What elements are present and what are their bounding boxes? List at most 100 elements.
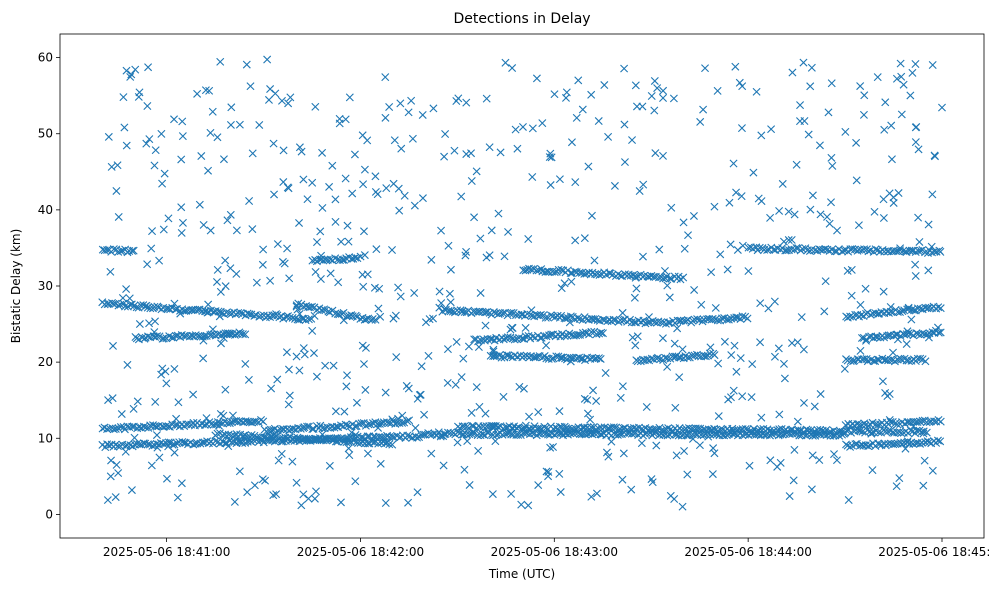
clutter-point	[521, 323, 530, 332]
y-tick-label: 50	[38, 127, 53, 141]
track-point	[341, 420, 350, 429]
clutter-point	[658, 334, 667, 343]
clutter-point	[397, 144, 406, 153]
clutter-point	[443, 345, 452, 354]
clutter-point	[669, 94, 678, 103]
clutter-point	[318, 203, 327, 212]
clutter-point	[580, 234, 589, 243]
clutter-point	[720, 337, 729, 346]
clutter-point	[445, 289, 454, 298]
clutter-point	[178, 132, 187, 141]
track-point	[912, 426, 921, 435]
track-point	[276, 425, 285, 434]
clutter-point	[394, 283, 403, 292]
clutter-point	[334, 278, 343, 287]
clutter-point	[424, 351, 433, 360]
track-point	[366, 420, 375, 429]
track-point	[649, 429, 658, 438]
clutter-point	[766, 456, 775, 465]
clutter-point	[534, 481, 543, 490]
clutter-point	[879, 195, 888, 204]
clutter-point	[678, 502, 687, 511]
clutter-point	[359, 360, 368, 369]
track-point	[308, 425, 317, 434]
clutter-point	[348, 189, 357, 198]
track-point	[405, 416, 414, 425]
clutter-point	[242, 60, 251, 69]
clutter-point	[259, 245, 268, 254]
clutter-point	[589, 386, 598, 395]
clutter-point	[130, 433, 139, 442]
clutter-point	[243, 488, 252, 497]
clutter-point	[160, 169, 169, 178]
clutter-point	[350, 150, 359, 159]
clutter-point	[538, 119, 547, 128]
scatter-markers	[98, 55, 946, 511]
track-point	[866, 310, 875, 319]
clutter-point	[464, 342, 473, 351]
clutter-point	[446, 265, 455, 274]
clutter-point	[111, 493, 120, 502]
clutter-point	[792, 160, 801, 169]
clutter-point	[911, 260, 920, 269]
clutter-point	[344, 444, 353, 453]
clutter-point	[264, 95, 273, 104]
clutter-point	[487, 226, 496, 235]
clutter-point	[906, 91, 915, 100]
clutter-point	[678, 345, 687, 354]
clutter-point	[245, 197, 254, 206]
track-point	[303, 422, 312, 431]
clutter-point	[807, 63, 816, 72]
clutter-point	[892, 482, 901, 491]
clutter-point	[453, 438, 462, 447]
track-point	[288, 434, 297, 443]
clutter-point	[723, 265, 732, 274]
clutter-point	[374, 304, 383, 313]
clutter-point	[135, 88, 144, 97]
clutter-point	[500, 252, 509, 261]
clutter-point	[658, 151, 667, 160]
clutter-point	[660, 266, 669, 275]
clutter-point	[359, 180, 368, 189]
clutter-point	[106, 472, 115, 481]
track-point	[580, 429, 589, 438]
clutter-point	[827, 198, 835, 207]
clutter-point	[737, 124, 746, 133]
track-point	[615, 430, 624, 439]
clutter-point	[151, 397, 160, 406]
clutter-point	[104, 132, 113, 141]
clutter-point	[390, 136, 399, 145]
clutter-point	[123, 360, 132, 369]
clutter-point	[216, 287, 225, 296]
clutter-point	[311, 487, 320, 496]
clutter-point	[376, 459, 385, 468]
clutter-point	[361, 385, 370, 394]
clutter-point	[824, 108, 833, 117]
clutter-point	[460, 465, 469, 474]
clutter-point	[789, 476, 798, 485]
clutter-point	[938, 103, 946, 112]
clutter-point	[880, 125, 889, 134]
clutter-point	[911, 138, 920, 147]
clutter-point	[106, 267, 115, 276]
clutter-point	[316, 274, 325, 283]
x-tick-label: 2025-05-06 18:44:00	[684, 545, 811, 559]
clutter-point	[528, 172, 537, 181]
clutter-point	[429, 104, 438, 113]
clutter-point	[806, 82, 815, 91]
track-point	[354, 439, 362, 447]
clutter-point	[607, 437, 616, 446]
clutter-point	[227, 103, 236, 112]
clutter-point	[361, 343, 370, 352]
clutter-point	[470, 213, 479, 222]
clutter-point	[326, 269, 335, 278]
clutter-point	[162, 474, 171, 483]
clutter-point	[147, 461, 156, 470]
clutter-point	[440, 152, 449, 161]
clutter-point	[476, 234, 485, 243]
clutter-point	[199, 220, 208, 229]
clutter-point	[747, 393, 756, 402]
clutter-point	[213, 265, 222, 274]
clutter-point	[462, 150, 471, 159]
clutter-point	[652, 441, 661, 450]
